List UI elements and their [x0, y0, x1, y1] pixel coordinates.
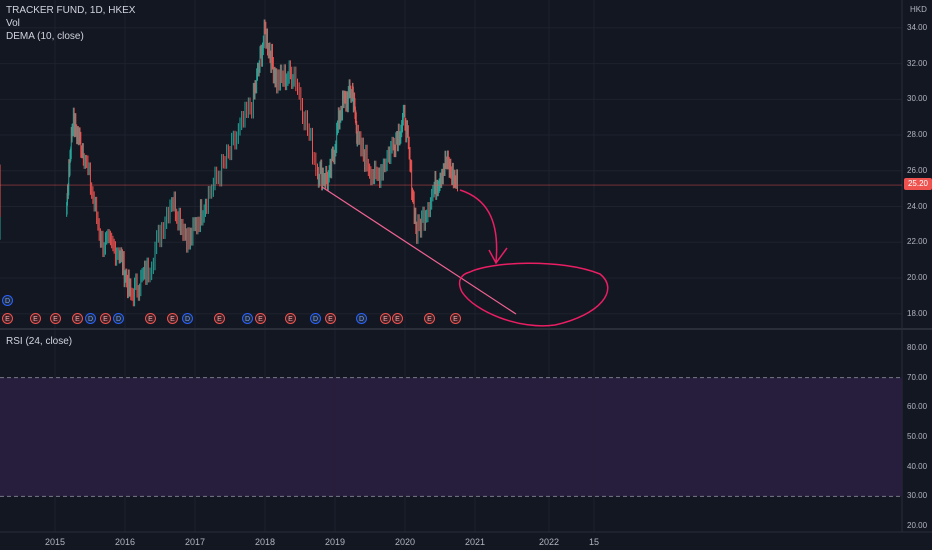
time-tick-label: 2017 [184, 537, 206, 547]
dividend-marker[interactable]: D [182, 313, 193, 324]
earnings-marker[interactable]: E [392, 313, 403, 324]
earnings-marker[interactable]: E [145, 313, 156, 324]
price-tick-label: 26.00 [907, 165, 928, 175]
dividend-marker[interactable]: D [242, 313, 253, 324]
price-tick-label: 28.00 [907, 130, 928, 140]
earnings-marker[interactable]: E [285, 313, 296, 324]
time-tick-label: 2021 [464, 537, 486, 547]
arrow-head-drawing [488, 247, 508, 265]
dividend-marker[interactable]: D [310, 313, 321, 324]
rsi-tick-label: 50.00 [907, 432, 928, 441]
earnings-marker[interactable]: E [30, 313, 41, 324]
rsi-tick-label: 60.00 [907, 402, 928, 412]
earnings-marker[interactable]: E [167, 313, 178, 324]
price-legend: TRACKER FUND, 1D, HKEX Vol DEMA (10, clo… [6, 4, 135, 43]
price-tick-label: 32.00 [907, 58, 928, 68]
earnings-marker[interactable]: E [325, 313, 336, 324]
earnings-marker[interactable]: E [450, 313, 461, 324]
earnings-marker[interactable]: E [214, 313, 225, 324]
dividend-marker[interactable]: D [113, 313, 124, 324]
time-tick-label: 2016 [114, 537, 136, 547]
time-tick-label: 15 [588, 537, 600, 547]
symbol-title[interactable]: TRACKER FUND, 1D, HKEX [6, 5, 136, 16]
earnings-marker[interactable]: E [72, 313, 83, 324]
rsi-legend: RSI (24, close) [6, 335, 72, 348]
earnings-marker[interactable]: E [380, 313, 391, 324]
time-tick-label: 2022 [538, 537, 560, 547]
dividend-marker[interactable]: D [85, 313, 96, 324]
earnings-marker[interactable]: E [2, 313, 13, 324]
dividend-marker[interactable]: D [356, 313, 367, 324]
dema-label[interactable]: DEMA (10, close) [6, 31, 84, 42]
earnings-marker[interactable]: E [50, 313, 61, 324]
time-tick-label: 2018 [254, 537, 276, 547]
price-tick-label: 22.00 [907, 237, 928, 247]
rsi-tick-label: 70.00 [907, 372, 928, 382]
rsi-band [0, 377, 902, 497]
earnings-marker[interactable]: E [100, 313, 111, 324]
price-tick-label: 24.00 [907, 201, 928, 211]
volume-label[interactable]: Vol [6, 18, 20, 29]
arrow-curve-drawing [459, 189, 498, 263]
currency-label: HKD [910, 5, 927, 14]
circle-drawing [458, 262, 609, 327]
time-tick-label: 2015 [44, 537, 66, 547]
price-tick-label: 18.00 [907, 308, 928, 318]
rsi-tick-label: 20.00 [907, 521, 928, 531]
rsi-tick-label: 30.00 [907, 491, 928, 501]
time-tick-label: 2020 [394, 537, 416, 547]
price-tick-label: 30.00 [907, 94, 928, 104]
earnings-marker[interactable]: E [255, 313, 266, 324]
candles [0, 19, 458, 307]
rsi-tick-label: 40.00 [907, 461, 928, 471]
earnings-marker[interactable]: E [424, 313, 435, 324]
trendline-drawing [321, 186, 517, 315]
time-tick-label: 2019 [324, 537, 346, 547]
rsi-tick-label: 80.00 [907, 342, 928, 352]
current-price-badge: 25.20 [904, 178, 932, 190]
rsi-label[interactable]: RSI (24, close) [6, 336, 73, 347]
price-tick-label: 34.00 [907, 22, 928, 32]
price-tick-label: 20.00 [907, 272, 928, 282]
dividend-marker[interactable]: D [2, 295, 13, 306]
